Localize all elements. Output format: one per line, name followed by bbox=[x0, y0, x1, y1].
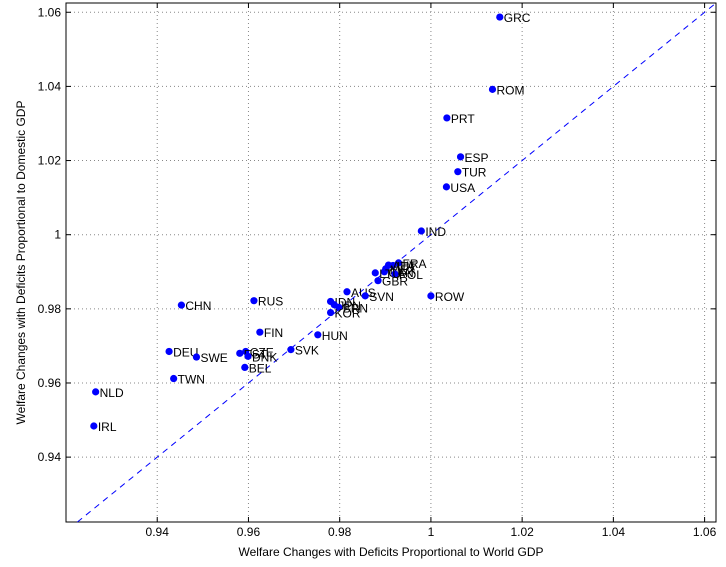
data-point-prt bbox=[443, 114, 451, 122]
data-label-irl: IRL bbox=[98, 420, 117, 434]
data-point-deu bbox=[165, 347, 173, 356]
data-label-fin: FIN bbox=[264, 326, 283, 340]
data-point-fin bbox=[256, 328, 264, 336]
data-label-rom: ROM bbox=[496, 83, 524, 97]
data-point-irl bbox=[90, 422, 98, 430]
data-label-cze: CZE bbox=[250, 345, 274, 359]
data-point-kor bbox=[326, 308, 335, 317]
plot-frame bbox=[65, 2, 717, 523]
data-label-svn: SVN bbox=[369, 290, 394, 304]
y-tick-label: 1.02 bbox=[38, 154, 62, 168]
data-points: GRCROMPRTESPTURUSAINDFRAITAAUTMEXCANPOLL… bbox=[90, 11, 531, 434]
data-label-fra: FRA bbox=[403, 257, 427, 271]
data-label-nld: NLD bbox=[100, 386, 124, 400]
data-label-row: ROW bbox=[435, 290, 465, 304]
x-tick-label: 1.02 bbox=[510, 525, 534, 539]
data-point-usa bbox=[442, 183, 451, 191]
data-label-twn: TWN bbox=[178, 373, 205, 387]
data-point-hun bbox=[314, 331, 322, 339]
y-tick-label: 1.06 bbox=[38, 5, 62, 19]
y-tick-label: 1.04 bbox=[38, 79, 62, 93]
x-tick-label: 1.04 bbox=[602, 525, 626, 539]
data-point-pol bbox=[391, 270, 399, 278]
data-point-ltu bbox=[371, 269, 379, 277]
data-label-rus: RUS bbox=[258, 295, 283, 309]
x-tick-label: 0.98 bbox=[328, 525, 352, 539]
data-point-ind bbox=[417, 227, 425, 235]
data-point-rus bbox=[250, 297, 258, 305]
data-point-dnk bbox=[244, 352, 252, 360]
y-tick-label: 0.94 bbox=[38, 450, 62, 464]
data-point-esp bbox=[456, 153, 465, 161]
x-tick-label: 0.94 bbox=[146, 525, 170, 539]
data-point-chn bbox=[177, 301, 186, 309]
data-label-pol: POL bbox=[399, 268, 423, 282]
data-label-esp: ESP bbox=[465, 151, 489, 165]
x-tick-label: 1.06 bbox=[693, 525, 717, 539]
data-point-gbr bbox=[374, 277, 382, 285]
data-label-deu: DEU bbox=[173, 345, 198, 359]
data-label-jpn: JPN bbox=[338, 299, 361, 313]
data-label-bel: BEL bbox=[249, 361, 272, 375]
data-label-chn: CHN bbox=[185, 299, 211, 313]
data-label-kor: KOR bbox=[335, 307, 361, 321]
data-label-hun: HUN bbox=[322, 329, 348, 343]
data-point-svn bbox=[361, 292, 369, 300]
data-label-ltu: LTU bbox=[379, 267, 401, 281]
data-label-gbr: GBR bbox=[382, 275, 408, 289]
y-tick-label: 0.98 bbox=[38, 302, 62, 316]
data-point-swe bbox=[192, 353, 201, 361]
data-point-can bbox=[380, 268, 388, 276]
data-point-grc bbox=[496, 13, 504, 21]
data-point-aus bbox=[343, 288, 351, 296]
data-label-aut: AUT bbox=[392, 259, 417, 273]
data-label-aus: AUS bbox=[351, 286, 376, 300]
data-point-nld bbox=[92, 388, 100, 396]
data-point-est bbox=[236, 349, 244, 357]
data-label-prt: PRT bbox=[451, 112, 475, 126]
y-axis-label: Welfare Changes with Deficits Proportion… bbox=[14, 101, 28, 425]
data-point-tur bbox=[454, 168, 462, 176]
data-label-ind: IND bbox=[425, 225, 446, 239]
data-label-svk: SVK bbox=[295, 344, 319, 358]
data-label-ita: ITA bbox=[397, 259, 415, 273]
data-point-rom bbox=[488, 85, 497, 93]
data-point-row bbox=[427, 292, 435, 300]
y-tick-label: 1 bbox=[54, 228, 61, 242]
axis-ticks: 0.94 0.96 0.98 1 1.02 1.04 1.06 0.94 0.96 0.98 1 1.… bbox=[38, 3, 717, 539]
data-point-brn bbox=[335, 303, 343, 311]
data-point-fra bbox=[394, 259, 403, 267]
data-label-grc: GRC bbox=[504, 11, 531, 25]
data-point-bel bbox=[241, 363, 249, 372]
data-label-usa: USA bbox=[450, 181, 475, 195]
x-tick-label: 1 bbox=[428, 525, 435, 539]
data-point-twn bbox=[170, 374, 178, 383]
grid bbox=[66, 3, 716, 522]
y-tick-label: 0.96 bbox=[38, 376, 62, 390]
data-label-tur: TUR bbox=[462, 166, 487, 180]
data-point-svk bbox=[287, 346, 295, 354]
data-label-swe: SWE bbox=[200, 351, 227, 365]
data-label-brn: BRN bbox=[343, 301, 368, 315]
x-tick-label: 0.96 bbox=[237, 525, 261, 539]
data-label-dnk: DNK bbox=[252, 350, 277, 364]
x-axis-label: Welfare Changes with Deficits Proportion… bbox=[238, 545, 543, 559]
